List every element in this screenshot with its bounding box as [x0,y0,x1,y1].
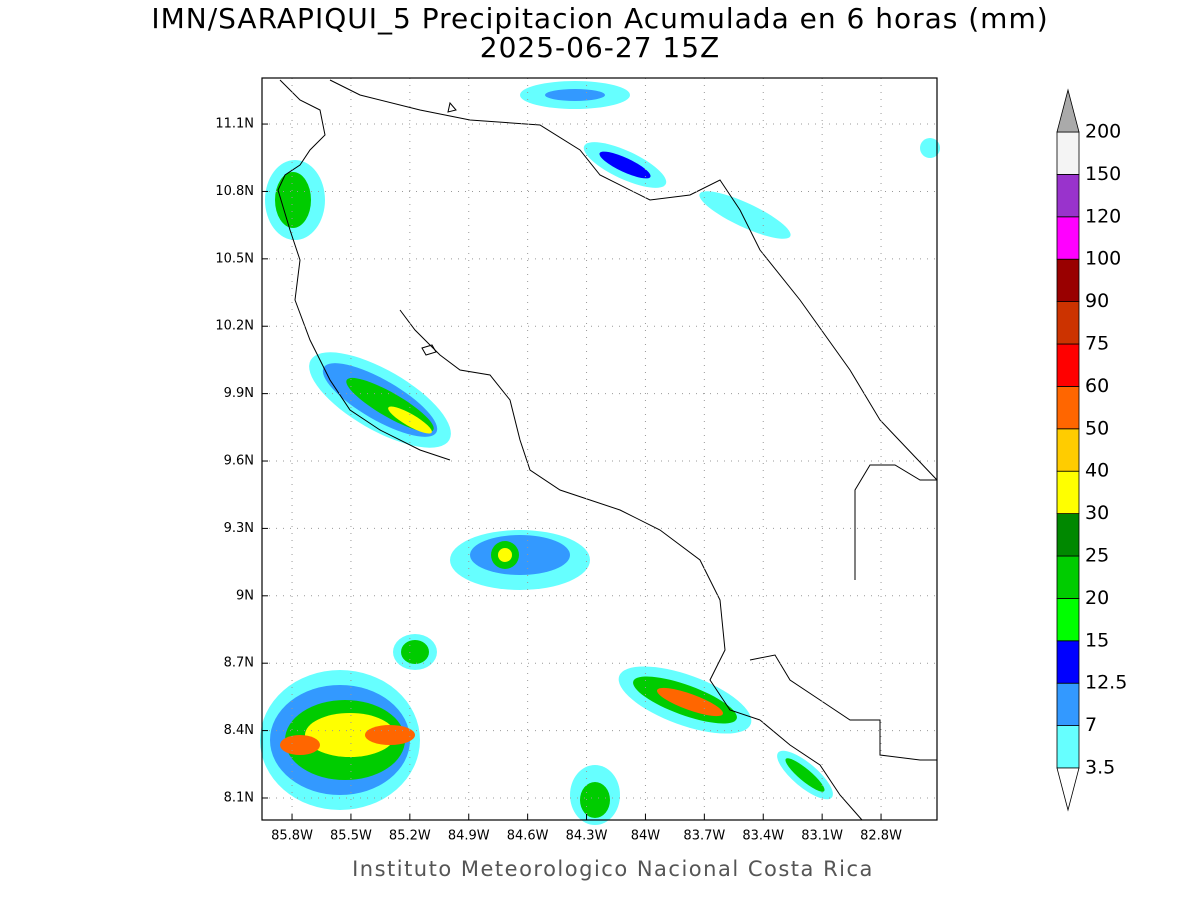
lat-tick-label: 8.4N [224,723,254,738]
colorbar-box [1056,640,1080,684]
colorbar-box [1056,428,1080,472]
lat-tick-label: 8.7N [224,656,254,671]
colorbar-under [1056,767,1080,812]
colorbar-label: 12.5 [1085,672,1127,694]
colorbar-box [1056,301,1080,345]
lon-tick-label: 82.8W [860,829,902,844]
colorbar-box [1056,682,1080,727]
lon-tick-label: 85.2W [389,829,431,844]
colorbar-label: 30 [1085,502,1109,524]
colorbar-label: 50 [1085,417,1109,439]
precipitation-field [260,81,940,825]
colorbar-box [1056,470,1080,515]
colorbar-label: 150 [1085,163,1121,185]
colorbar-box [1056,513,1080,557]
colorbar-label: 90 [1085,290,1109,312]
lat-tick-label: 11.1N [215,117,254,132]
lat-tick-label: 10.8N [215,184,254,199]
colorbar-label: 7 [1085,714,1097,736]
colorbar-box [1056,343,1080,387]
lon-tick-label: 85.5W [330,829,372,844]
colorbar-label: 60 [1085,375,1109,397]
colorbar-box [1056,216,1080,260]
lat-tick-label: 9.3N [224,521,254,536]
lon-tick-label: 84W [631,829,661,844]
map-frame [261,77,938,821]
colorbar-label: 15 [1085,629,1109,651]
lat-tick-label: 9.6N [224,454,254,469]
colorbar-label: 200 [1085,121,1121,143]
colorbar-over [1056,88,1080,133]
title: IMN/SARAPIQUI_5 Precipitacion Acumulada … [151,2,1048,35]
lon-tick-label: 83.7W [683,829,725,844]
colorbar-label: 3.5 [1085,757,1115,779]
subtitle: 2025-06-27 15Z [480,31,720,64]
colorbar-label: 40 [1085,460,1109,482]
colorbar-label: 20 [1085,587,1109,609]
colorbar-box [1056,258,1080,303]
colorbar-box [1056,555,1080,599]
lat-tick-label: 8.1N [224,790,254,805]
lat-tick-label: 9N [236,588,254,603]
colorbar-box [1056,173,1080,218]
lon-tick-label: 83.1W [801,829,843,844]
lon-tick-label: 84.6W [507,829,549,844]
lon-tick-label: 84.3W [566,829,608,844]
lon-tick-label: 84.9W [448,829,490,844]
lat-tick-label: 9.9N [224,386,254,401]
colorbar-box [1056,598,1080,642]
colorbar-label: 75 [1085,333,1109,355]
lon-tick-label: 83.4W [742,829,784,844]
lat-tick-label: 10.5N [215,251,254,266]
colorbar-box [1056,131,1080,175]
colorbar-label: 120 [1085,205,1121,227]
footer: Instituto Meteorologico Nacional Costa R… [352,857,874,881]
colorbar-label: 100 [1085,248,1121,270]
colorbar-box [1056,385,1080,430]
lat-tick-label: 10.2N [215,319,254,334]
colorbar-label: 25 [1085,545,1109,567]
colorbar-box [1056,725,1080,769]
lon-tick-label: 85.8W [271,829,313,844]
